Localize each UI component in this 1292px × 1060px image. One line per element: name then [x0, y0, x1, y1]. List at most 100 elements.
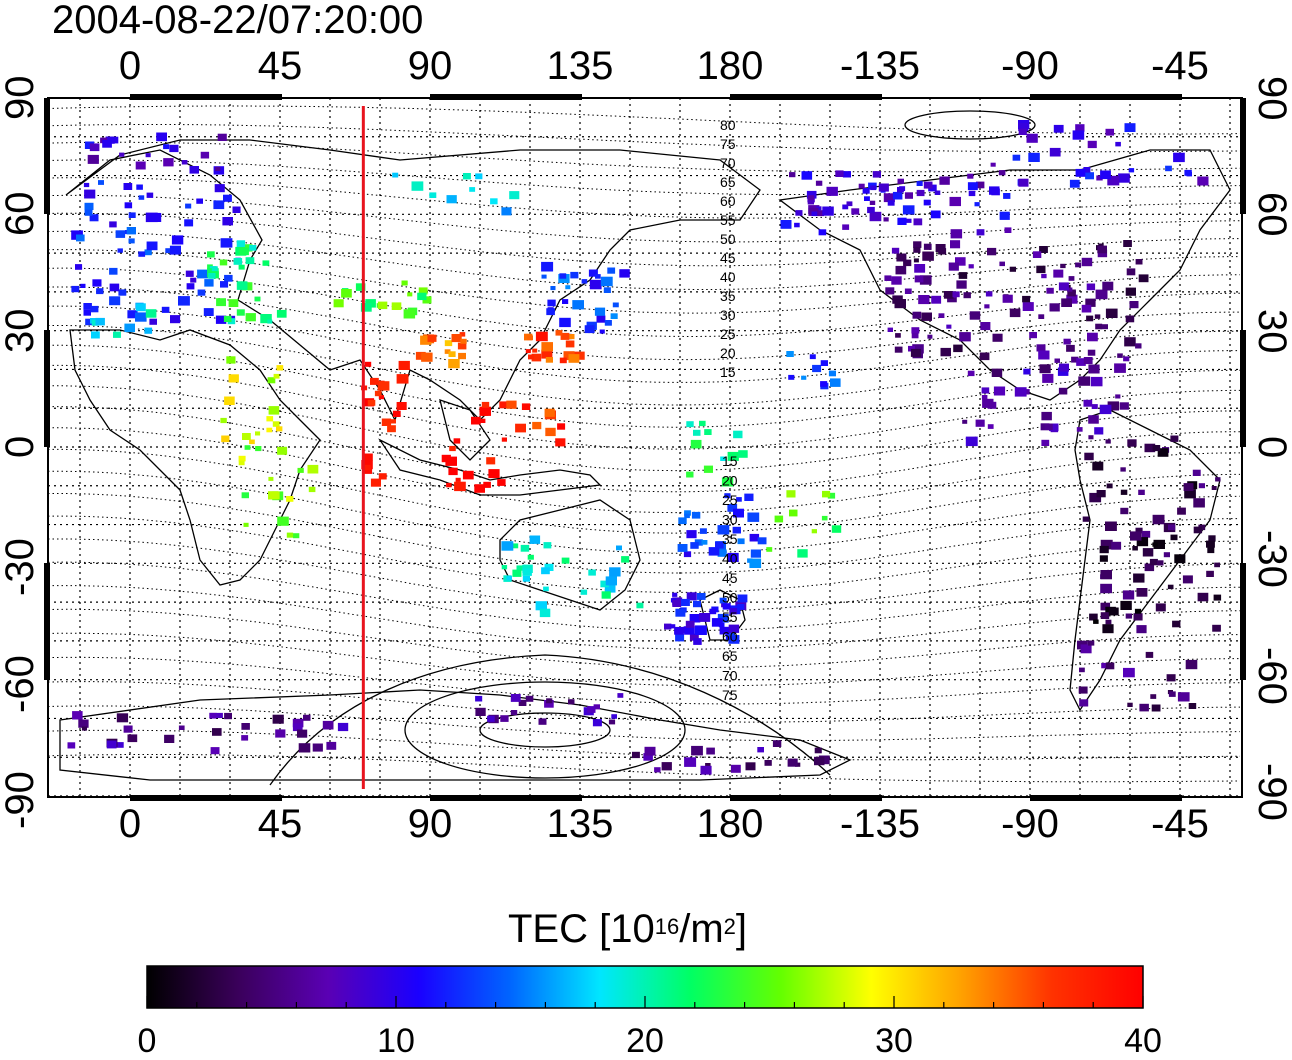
tec-pixel — [84, 202, 94, 210]
tec-pixel — [224, 712, 232, 720]
tec-pixel — [686, 421, 694, 428]
tec-pixel — [1120, 507, 1129, 515]
tec-pixel — [911, 327, 920, 334]
tec-pixel — [572, 300, 584, 310]
tec-pixel — [1133, 573, 1145, 583]
bottom-axis-bar — [1030, 795, 1182, 801]
contour-label: 75 — [720, 136, 736, 152]
tec-pixel — [719, 597, 727, 604]
tec-pixel — [378, 301, 388, 310]
bottom-axis-bar — [130, 795, 282, 801]
tec-pixel — [595, 274, 601, 279]
tec-pixel — [842, 204, 849, 210]
tec-pixel — [678, 517, 687, 525]
tec-pixel — [892, 191, 903, 200]
contour-label: 75 — [722, 687, 738, 703]
tec-pixel — [612, 302, 619, 308]
tec-pixel — [441, 454, 451, 463]
contour-label: 80 — [720, 117, 736, 133]
tec-pixel — [717, 613, 729, 623]
tec-pixel — [1124, 123, 1136, 132]
tec-pixel — [894, 346, 903, 353]
contour-line — [48, 286, 1240, 361]
tec-pixel — [1046, 287, 1054, 294]
tec-pixel — [1123, 356, 1130, 362]
tec-pixel — [1170, 435, 1179, 442]
tec-pixel — [684, 513, 690, 519]
tec-pixel — [501, 565, 508, 570]
tec-pixel — [116, 713, 129, 723]
left-axis-bar — [44, 98, 50, 214]
contour-label: 15 — [722, 453, 738, 469]
tec-pixel — [546, 308, 555, 316]
tec-pixel — [1060, 263, 1066, 269]
tec-pixel — [1053, 269, 1064, 278]
tec-pixel — [717, 549, 727, 557]
tec-pixel — [736, 497, 742, 502]
tec-pixel — [1088, 415, 1099, 424]
tec-pixel — [830, 378, 841, 387]
contour-label: 15 — [720, 364, 736, 380]
tec-pixel — [962, 419, 968, 424]
tec-pixel — [1107, 401, 1119, 411]
tec-pixel — [1173, 152, 1185, 163]
tec-pixel — [469, 187, 476, 192]
tec-pixel — [693, 429, 701, 436]
coastline-path — [59, 689, 852, 781]
tec-pixel — [689, 614, 701, 623]
tec-pixel — [607, 267, 616, 274]
tec-pixel — [672, 599, 682, 607]
tec-pixel — [644, 746, 656, 756]
tec-pixel — [807, 195, 814, 201]
tec-pixel — [737, 604, 745, 610]
tec-pixel — [794, 222, 800, 228]
tec-pixel — [390, 419, 396, 424]
tec-pixel — [705, 763, 711, 768]
tec-pixel — [126, 227, 136, 235]
tec-pixel — [894, 299, 906, 309]
tec-pixel — [950, 240, 961, 249]
tec-pixel — [81, 726, 87, 731]
tec-pixel — [341, 289, 352, 298]
tec-pixel — [686, 530, 697, 539]
tec-pixel — [254, 296, 261, 302]
contour-label: 40 — [720, 269, 736, 285]
tec-pixel — [745, 762, 756, 771]
tec-pixel — [215, 315, 227, 324]
tec-pixel — [605, 576, 617, 586]
tec-pixel — [500, 715, 509, 722]
tec-pixel — [200, 151, 210, 159]
tec-pixel — [1078, 376, 1091, 386]
tec-pixel — [1012, 154, 1021, 161]
tec-pixel — [370, 478, 381, 487]
tec-pixel — [818, 229, 827, 236]
tec-pixel — [691, 511, 701, 519]
tec-pixel — [223, 194, 232, 202]
tec-pixel — [522, 575, 530, 582]
tec-pixel — [788, 374, 795, 380]
tec-pixel — [990, 162, 996, 167]
tec-pixel — [238, 455, 246, 462]
tec-pixel — [568, 334, 575, 340]
tec-pixel — [816, 210, 825, 217]
tec-pixel — [84, 141, 95, 149]
tec-pixel — [292, 718, 304, 728]
tec-pixel — [381, 418, 392, 426]
tec-pixel — [949, 196, 961, 207]
tec-pixel — [448, 359, 460, 369]
tec-pixel — [487, 715, 495, 722]
tec-pixel — [1004, 227, 1012, 233]
tec-pixel — [178, 725, 185, 730]
tec-pixel — [501, 437, 507, 442]
tec-pixel — [887, 327, 893, 332]
tec-pixel — [562, 299, 569, 304]
tec-pixel — [391, 302, 402, 310]
tec-pixel — [518, 699, 527, 706]
tec-pixel — [835, 170, 844, 177]
tec-pixel — [912, 311, 922, 319]
tec-pixel — [1139, 703, 1149, 712]
tec-pixel — [457, 342, 467, 350]
tec-pixel — [632, 751, 640, 759]
tec-pixel — [826, 186, 838, 196]
tec-pixel — [123, 183, 133, 190]
